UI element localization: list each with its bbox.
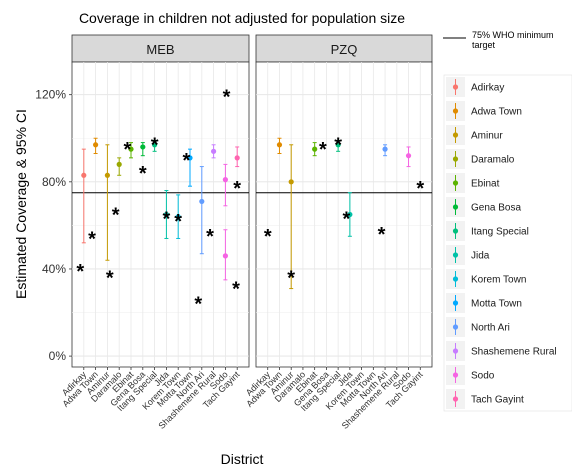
legend-key-point bbox=[452, 156, 459, 162]
legend-label: Sodo bbox=[471, 371, 495, 382]
star-marker: * bbox=[88, 228, 96, 250]
data-point bbox=[152, 142, 158, 148]
y-tick-label: 0% bbox=[49, 349, 67, 363]
legend-key-point bbox=[452, 252, 459, 258]
legend-label: Ebinat bbox=[471, 179, 500, 190]
legend-key-point bbox=[452, 396, 459, 402]
legend-key-point bbox=[452, 300, 459, 306]
star-marker: * bbox=[233, 178, 241, 200]
y-tick-label: 120% bbox=[35, 88, 66, 102]
legend-key-point bbox=[452, 324, 459, 330]
legend-label: Adwa Town bbox=[471, 107, 522, 118]
legend-key-point bbox=[452, 180, 459, 186]
legend-label: Aminur bbox=[471, 131, 503, 142]
star-marker: * bbox=[264, 226, 272, 248]
legend-key-point bbox=[452, 204, 459, 210]
legend-label: Adirkay bbox=[471, 83, 504, 94]
legend-label: Itang Special bbox=[471, 227, 529, 238]
legend-key-point bbox=[452, 108, 459, 114]
legend-label: Motta Town bbox=[471, 299, 522, 310]
legend-key-point bbox=[452, 132, 459, 138]
legend-label: Daramalo bbox=[471, 155, 515, 166]
data-point bbox=[222, 177, 228, 183]
y-tick-label: 40% bbox=[42, 262, 66, 276]
facet-strip-label: MEB bbox=[146, 42, 174, 57]
data-point bbox=[104, 172, 110, 178]
star-marker: * bbox=[163, 209, 171, 231]
data-point bbox=[312, 146, 318, 152]
legend-key-point bbox=[452, 276, 459, 282]
data-point bbox=[163, 211, 169, 218]
data-point bbox=[93, 142, 99, 148]
data-point bbox=[347, 211, 353, 218]
data-point bbox=[199, 198, 205, 205]
data-point bbox=[175, 214, 181, 220]
reference-legend-label: target bbox=[472, 40, 496, 50]
reference-legend-label: 75% WHO minimum bbox=[472, 30, 554, 40]
star-marker: * bbox=[174, 211, 182, 233]
chart-title: Coverage in children not adjusted for po… bbox=[79, 10, 405, 26]
star-marker: * bbox=[342, 209, 350, 231]
facet-strip bbox=[71, 34, 250, 63]
data-point bbox=[405, 153, 412, 159]
star-marker: * bbox=[139, 163, 147, 185]
star-marker: * bbox=[124, 139, 132, 161]
legend-label: North Ari bbox=[471, 323, 510, 334]
star-marker: * bbox=[76, 261, 84, 283]
data-point bbox=[234, 155, 240, 161]
star-marker: * bbox=[334, 135, 342, 157]
data-point bbox=[81, 172, 87, 178]
data-point bbox=[187, 155, 193, 161]
data-point bbox=[211, 148, 217, 154]
star-marker: * bbox=[206, 226, 214, 248]
data-point bbox=[382, 146, 388, 152]
legend-label: Tach Gayint bbox=[471, 395, 524, 406]
data-point bbox=[140, 144, 146, 150]
data-point bbox=[128, 146, 134, 152]
legend-label: Shashemene Rural bbox=[471, 347, 557, 358]
data-point bbox=[222, 253, 228, 259]
legend-key-point bbox=[452, 372, 459, 378]
star-marker: * bbox=[287, 268, 295, 290]
star-marker: * bbox=[319, 139, 327, 161]
panel-background bbox=[255, 61, 433, 368]
panel-background bbox=[71, 61, 250, 368]
star-marker: * bbox=[183, 150, 191, 172]
star-marker: * bbox=[112, 204, 120, 226]
star-marker: * bbox=[223, 87, 231, 109]
legend-key-point bbox=[452, 84, 459, 90]
legend-key-point bbox=[452, 348, 459, 354]
facet-strip bbox=[255, 34, 433, 63]
legend-label: Jida bbox=[471, 251, 490, 262]
star-marker: * bbox=[378, 224, 386, 246]
facet-strip-label: PZQ bbox=[331, 42, 358, 57]
legend-box bbox=[443, 74, 572, 412]
data-point bbox=[288, 179, 294, 185]
star-marker: * bbox=[232, 278, 240, 300]
data-point bbox=[116, 161, 122, 167]
x-axis-label: District bbox=[221, 451, 264, 467]
data-point bbox=[335, 142, 341, 148]
star-marker: * bbox=[416, 178, 424, 200]
star-marker: * bbox=[194, 294, 202, 316]
legend-key-point bbox=[452, 228, 459, 234]
legend-label: Gena Bosa bbox=[471, 203, 521, 214]
star-marker: * bbox=[151, 135, 159, 157]
star-marker: * bbox=[106, 268, 114, 290]
legend-label: Korem Town bbox=[471, 275, 526, 286]
data-point bbox=[276, 142, 283, 148]
y-tick-label: 80% bbox=[42, 175, 66, 189]
y-axis-label: Estimated Coverage & 95% CI bbox=[13, 109, 29, 299]
